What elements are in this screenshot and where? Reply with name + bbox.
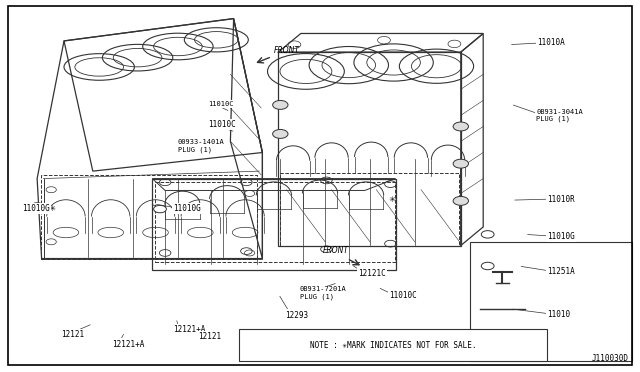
- Text: 00933-1401A
PLUG (1): 00933-1401A PLUG (1): [178, 139, 225, 153]
- Text: 12121: 12121: [61, 330, 84, 339]
- Text: FRONT: FRONT: [274, 46, 300, 55]
- Text: 11010: 11010: [547, 310, 570, 319]
- Circle shape: [154, 205, 166, 213]
- Text: 11010A: 11010A: [538, 38, 565, 47]
- Text: 11010G: 11010G: [547, 232, 575, 241]
- Text: 11010C: 11010C: [208, 120, 236, 129]
- Text: 12121C: 12121C: [358, 269, 386, 278]
- Text: 11010G: 11010G: [173, 204, 200, 213]
- Circle shape: [273, 100, 288, 109]
- Circle shape: [453, 122, 468, 131]
- Text: 12121+A: 12121+A: [173, 325, 205, 334]
- Bar: [280, 173, 459, 246]
- Text: ✳: ✳: [49, 204, 56, 213]
- Text: 11010G: 11010G: [22, 204, 49, 213]
- Bar: [470, 242, 632, 361]
- Text: 0B931-3041A
PLUG (1): 0B931-3041A PLUG (1): [536, 109, 583, 122]
- Circle shape: [453, 196, 468, 205]
- Circle shape: [453, 159, 468, 168]
- Bar: [155, 182, 395, 262]
- Text: 12121: 12121: [198, 332, 221, 341]
- Text: 12121+A: 12121+A: [112, 340, 145, 349]
- Bar: [41, 175, 257, 259]
- Text: 11010C: 11010C: [389, 291, 417, 300]
- Text: 0B931-7201A
PLUG (1): 0B931-7201A PLUG (1): [300, 286, 346, 300]
- Text: NOTE : ✳MARK INDICATES NOT FOR SALE.: NOTE : ✳MARK INDICATES NOT FOR SALE.: [310, 340, 476, 350]
- Text: J110030D: J110030D: [592, 354, 629, 363]
- Text: FRONT: FRONT: [323, 246, 349, 255]
- Text: 11251A: 11251A: [547, 267, 575, 276]
- Circle shape: [31, 203, 44, 210]
- Text: 12293: 12293: [285, 311, 308, 320]
- Bar: [239, 329, 547, 361]
- Text: 11010C: 11010C: [208, 101, 234, 107]
- Text: ✳: ✳: [388, 195, 395, 203]
- Text: 11010R: 11010R: [547, 195, 575, 203]
- Circle shape: [273, 129, 288, 138]
